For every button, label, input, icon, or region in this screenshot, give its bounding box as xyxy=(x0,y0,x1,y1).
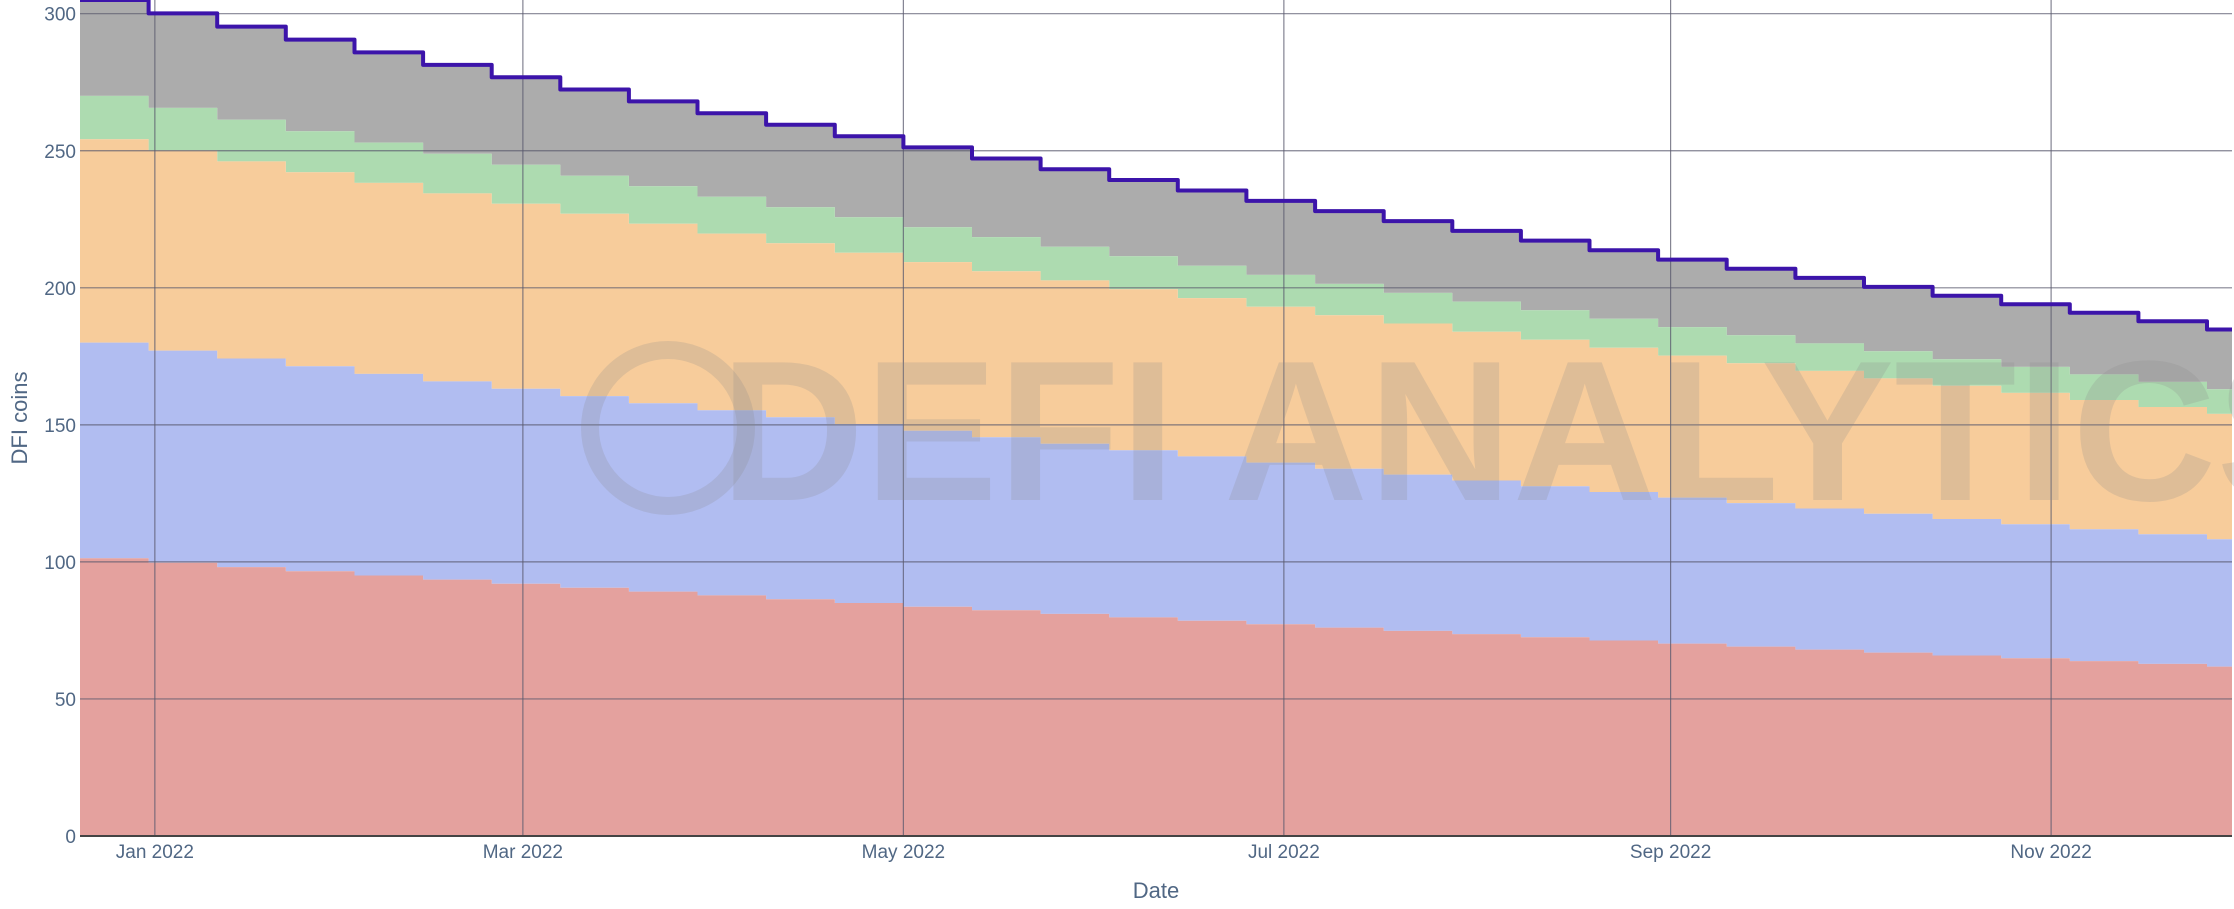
gridlines xyxy=(80,0,2232,837)
y-axis-title: DFI coins xyxy=(7,372,32,465)
x-tick-label: Jul 2022 xyxy=(1248,842,1320,863)
y-tick-label: 200 xyxy=(44,279,76,300)
y-tick-label: 50 xyxy=(55,690,76,711)
y-tick-label: 300 xyxy=(44,5,76,26)
total-line xyxy=(80,0,2232,332)
x-tick-label: Jan 2022 xyxy=(116,842,194,863)
stacked-areas xyxy=(80,0,2232,836)
y-axis-ticks: 0 50 100 150 200 250 300 xyxy=(44,5,76,848)
area-series-5 xyxy=(80,0,2232,390)
area-series-2 xyxy=(80,342,2232,667)
y-tick-label: 150 xyxy=(44,416,76,437)
area-series-1 xyxy=(80,558,2232,836)
x-axis-ticks: Jan 2022 Mar 2022 May 2022 Jul 2022 Sep 2022… xyxy=(116,842,2092,863)
x-tick-label: Mar 2022 xyxy=(483,842,563,863)
watermark-text: DEFI ANALYTICS xyxy=(720,320,2234,543)
y-tick-label: 250 xyxy=(44,142,76,163)
area-series-3 xyxy=(80,139,2232,540)
area-series-4 xyxy=(80,95,2232,414)
x-tick-label: Sep 2022 xyxy=(1630,842,1711,863)
x-tick-label: Nov 2022 xyxy=(2010,842,2091,863)
x-tick-label: May 2022 xyxy=(862,842,945,863)
x-axis-title: Date xyxy=(1133,878,1179,903)
watermark-logo-icon xyxy=(581,341,755,515)
y-tick-label: 100 xyxy=(44,553,76,574)
y-tick-label: 0 xyxy=(65,827,76,848)
total-line-path xyxy=(80,0,2232,332)
watermark: DEFI ANALYTICS xyxy=(581,320,2234,543)
